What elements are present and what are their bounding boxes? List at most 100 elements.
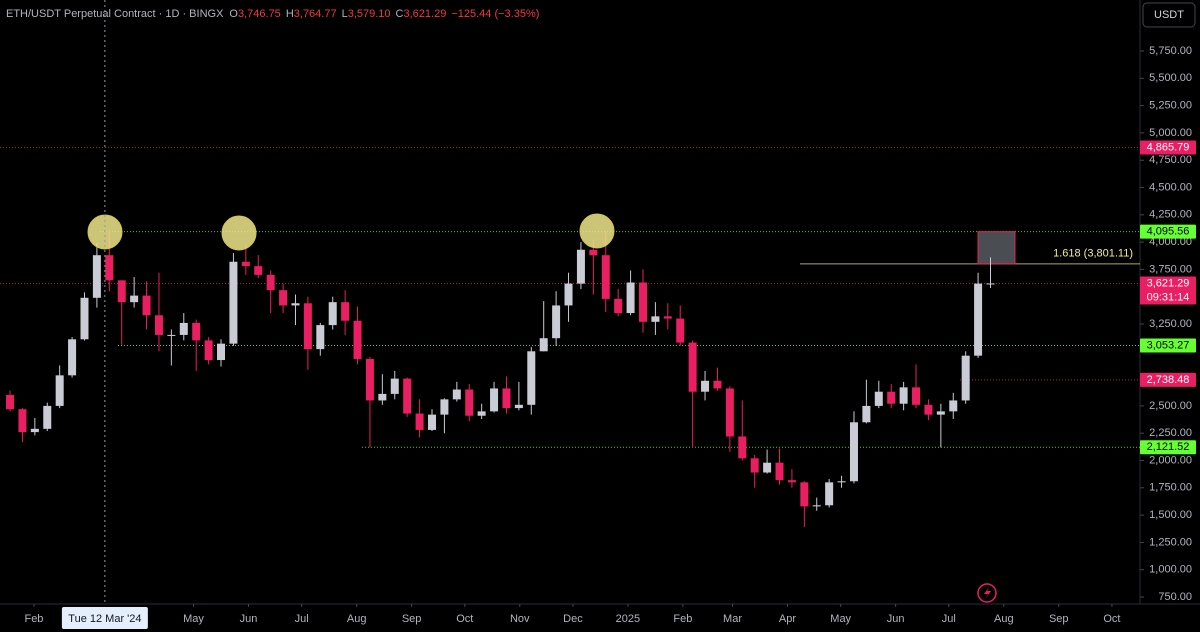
y-tick-label: 1,500.00 xyxy=(1149,509,1192,521)
currency-label: USDT xyxy=(1154,9,1184,21)
lightning-icon[interactable] xyxy=(977,583,997,603)
candle-body xyxy=(837,481,846,483)
ohlc-key: H xyxy=(286,8,294,20)
y-tick-label: 2,000.00 xyxy=(1149,454,1192,466)
candle-body xyxy=(974,283,983,356)
price-badge xyxy=(1140,372,1196,387)
ohlc-key: C xyxy=(396,8,404,20)
candle-body xyxy=(514,404,523,409)
candle-body xyxy=(924,404,933,415)
price-badge xyxy=(1140,338,1196,353)
candle-body xyxy=(55,375,64,406)
currency-button[interactable] xyxy=(1142,2,1196,28)
y-tick-label: 4,000.00 xyxy=(1149,236,1192,248)
candle-body xyxy=(465,389,474,416)
x-tick-label: Sep xyxy=(402,613,422,625)
candle-body xyxy=(576,249,585,284)
target-box xyxy=(977,231,1016,265)
crosshair-label: Tue 12 Mar '24 xyxy=(68,613,141,625)
y-tick-label: 1,750.00 xyxy=(1149,482,1192,494)
x-tick-label: Apr xyxy=(779,613,796,625)
candle-body xyxy=(477,411,486,416)
candle-body xyxy=(738,436,747,459)
price-badge-label: 3,053.27 xyxy=(1147,339,1190,351)
candle-body xyxy=(452,389,461,400)
candle-body xyxy=(68,339,77,376)
price-badge xyxy=(1140,140,1196,155)
x-tick-label: Mar xyxy=(723,613,742,625)
candle-body xyxy=(763,462,772,473)
ohlc-value: 3,621.29 xyxy=(404,8,447,20)
lightning-glyph xyxy=(984,587,991,599)
price-badge-label: 3,621.29 xyxy=(1147,277,1190,289)
x-tick-label: Jul xyxy=(295,613,309,625)
candle-body xyxy=(812,505,821,507)
candle-body xyxy=(18,409,27,433)
candle-body xyxy=(254,266,263,275)
candle-body xyxy=(204,340,213,361)
x-tick-label: Jun xyxy=(240,613,258,625)
candle-body xyxy=(787,480,796,483)
peak-marker xyxy=(221,215,257,251)
candle-body xyxy=(341,302,350,321)
candle-body xyxy=(961,355,970,401)
candle-body xyxy=(154,315,163,335)
header: ETH/USDT Perpetual Contract · 1D · BINGX… xyxy=(6,8,539,20)
y-tick-label: 750.00 xyxy=(1158,591,1192,603)
candle-body xyxy=(43,405,52,429)
change: −125.44 (−3.35%) xyxy=(451,8,539,20)
candle-body xyxy=(192,322,201,341)
peak-marker xyxy=(579,213,615,249)
candle-body xyxy=(403,378,412,414)
annotations xyxy=(87,213,615,251)
price-badge xyxy=(1140,224,1196,239)
fib-label: 1.618 (3,801.11) xyxy=(1053,248,1133,260)
candle-body xyxy=(378,393,387,401)
candle-body xyxy=(601,255,610,299)
x-tick-label: Sep xyxy=(1049,613,1069,625)
candle-body xyxy=(490,388,499,412)
candle-body xyxy=(539,338,548,352)
price-badge-label: 4,865.79 xyxy=(1147,141,1190,153)
candle-body xyxy=(428,414,437,430)
candle-body xyxy=(167,334,176,336)
candle-body xyxy=(614,298,623,314)
y-tick-label: 4,750.00 xyxy=(1149,154,1192,166)
candle-body xyxy=(303,303,312,350)
x-tick-label: Jul xyxy=(942,613,956,625)
candle-body xyxy=(874,391,883,406)
candle-body xyxy=(713,380,722,389)
price-badge-label: 2,121.52 xyxy=(1147,441,1190,453)
price-badge xyxy=(1140,276,1196,305)
candle-body xyxy=(217,343,226,361)
x-tick-label: Oct xyxy=(1103,613,1120,625)
x-tick-label: Aug xyxy=(347,613,367,625)
candle-body xyxy=(291,303,300,306)
candle-body xyxy=(887,391,896,404)
x-tick-label: Feb xyxy=(673,613,692,625)
candle-body xyxy=(936,411,945,415)
candle-body xyxy=(912,387,921,405)
y-tick-label: 3,750.00 xyxy=(1149,263,1192,275)
candle-body xyxy=(279,290,288,306)
y-tick-label: 1,250.00 xyxy=(1149,536,1192,548)
y-tick-label: 2,250.00 xyxy=(1149,427,1192,439)
candle-body xyxy=(800,482,809,507)
candle-body xyxy=(241,261,250,267)
y-tick-label: 3,250.00 xyxy=(1149,318,1192,330)
y-tick-label: 1,000.00 xyxy=(1149,564,1192,576)
candle-body xyxy=(676,318,685,343)
ohlc-key: O xyxy=(229,8,238,20)
candle-body xyxy=(229,261,238,344)
ohlc-value: 3,764.77 xyxy=(294,8,337,20)
y-tick-label: 5,750.00 xyxy=(1149,45,1192,57)
x-tick-label: Oct xyxy=(456,613,473,625)
candle-body xyxy=(986,283,995,285)
candle-body xyxy=(626,282,635,314)
x-tick-label: May xyxy=(183,613,204,625)
candle-body xyxy=(353,320,362,359)
candle-body xyxy=(638,282,647,322)
